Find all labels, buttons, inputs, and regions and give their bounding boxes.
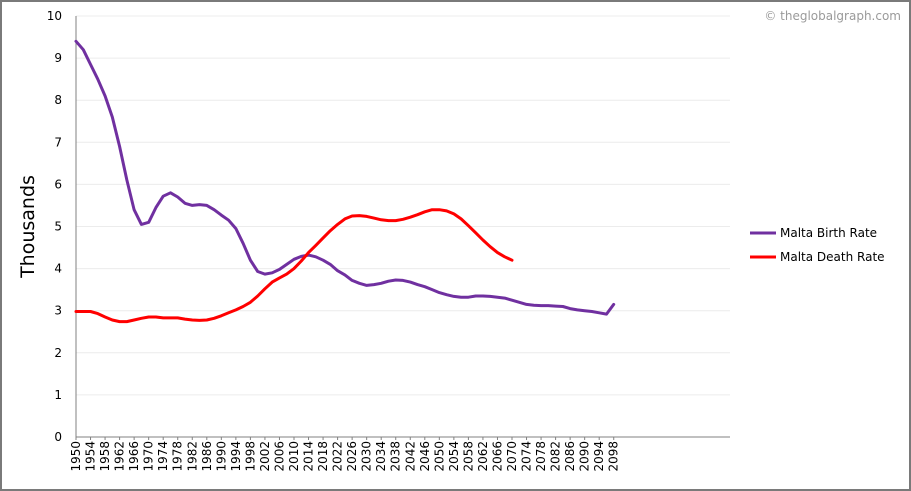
- x-tick-label: 2046: [418, 441, 432, 472]
- y-tick-label: 4: [54, 262, 62, 276]
- x-tick-label: 2038: [389, 441, 403, 472]
- x-tick-label: 2098: [607, 441, 621, 472]
- x-tick-label: 2002: [258, 441, 272, 472]
- x-tick-label: 1970: [142, 441, 156, 472]
- y-tick-label: 7: [54, 135, 62, 149]
- legend-label-2: Malta Death Rate: [780, 250, 885, 264]
- x-tick-label: 2054: [447, 441, 461, 472]
- x-tick-label: 2090: [578, 441, 592, 472]
- y-axis-label: Thousands: [17, 175, 39, 279]
- x-tick-label: 1962: [113, 441, 127, 472]
- x-tick-label: 1994: [229, 441, 243, 472]
- x-tick-label: 2014: [302, 441, 316, 472]
- legend-label-1: Malta Birth Rate: [780, 226, 877, 240]
- legend: Malta Birth Rate Malta Death Rate: [750, 226, 885, 264]
- series-lines: [74, 39, 616, 324]
- x-tick-label: 2034: [374, 441, 388, 472]
- x-tick-label: 2030: [360, 441, 374, 472]
- y-tick-label: 1: [54, 388, 62, 402]
- gridlines: [76, 15, 730, 396]
- axes: [75, 16, 730, 440]
- x-tick-label: 2074: [520, 441, 534, 472]
- x-tick-label: 2066: [490, 441, 504, 472]
- x-tick-label: 2070: [505, 441, 519, 472]
- x-tick-label: 2042: [403, 441, 417, 472]
- x-tick-label: 1978: [171, 441, 185, 472]
- x-tick-labels: 1950 1954 1958 1962 1966 1970 1974 1978 1982 1986…: [69, 441, 621, 472]
- x-tick-label: 1958: [98, 441, 112, 472]
- y-tick-label: 10: [47, 9, 62, 23]
- x-tick-label: 2022: [331, 441, 345, 472]
- x-tick-label: 2078: [534, 441, 548, 472]
- x-tick-label: 2058: [461, 441, 475, 472]
- x-tick-label: 1986: [200, 441, 214, 472]
- x-tick-label: 1990: [214, 441, 228, 472]
- series-line-1: [74, 39, 616, 316]
- series-line-2: [74, 208, 514, 324]
- y-tick-label: 0: [54, 430, 62, 444]
- x-tick-label: 1998: [243, 441, 257, 472]
- x-tick-label: 2094: [592, 441, 606, 472]
- x-tick-label: 2086: [563, 441, 577, 472]
- x-tick-label: 2062: [476, 441, 490, 472]
- x-tick-label: 2026: [345, 441, 359, 472]
- x-tick-label: 2082: [549, 441, 563, 472]
- x-tick-label: 2018: [316, 441, 330, 472]
- y-tick-label: 3: [54, 304, 62, 318]
- x-tick-label: 2050: [432, 441, 446, 472]
- x-tick-label: 1982: [185, 441, 199, 472]
- y-tick-label: 6: [54, 177, 62, 191]
- y-tick-labels: 0 1 2 3 4 5 6 7 8 9 10: [47, 9, 62, 444]
- y-tick-label: 2: [54, 346, 62, 360]
- y-tick-label: 5: [54, 220, 62, 234]
- y-tick-label: 8: [54, 93, 62, 107]
- x-tick-label: 2010: [287, 441, 301, 472]
- x-tick-label: 1974: [156, 441, 170, 472]
- x-tick-label: 1966: [127, 441, 141, 472]
- y-tick-label: 9: [54, 51, 62, 65]
- x-tick-label: 2006: [272, 441, 286, 472]
- x-tick-label: 1954: [84, 441, 98, 472]
- x-tick-label: 1950: [69, 441, 83, 472]
- watermark: © theglobalgraph.com: [764, 9, 901, 23]
